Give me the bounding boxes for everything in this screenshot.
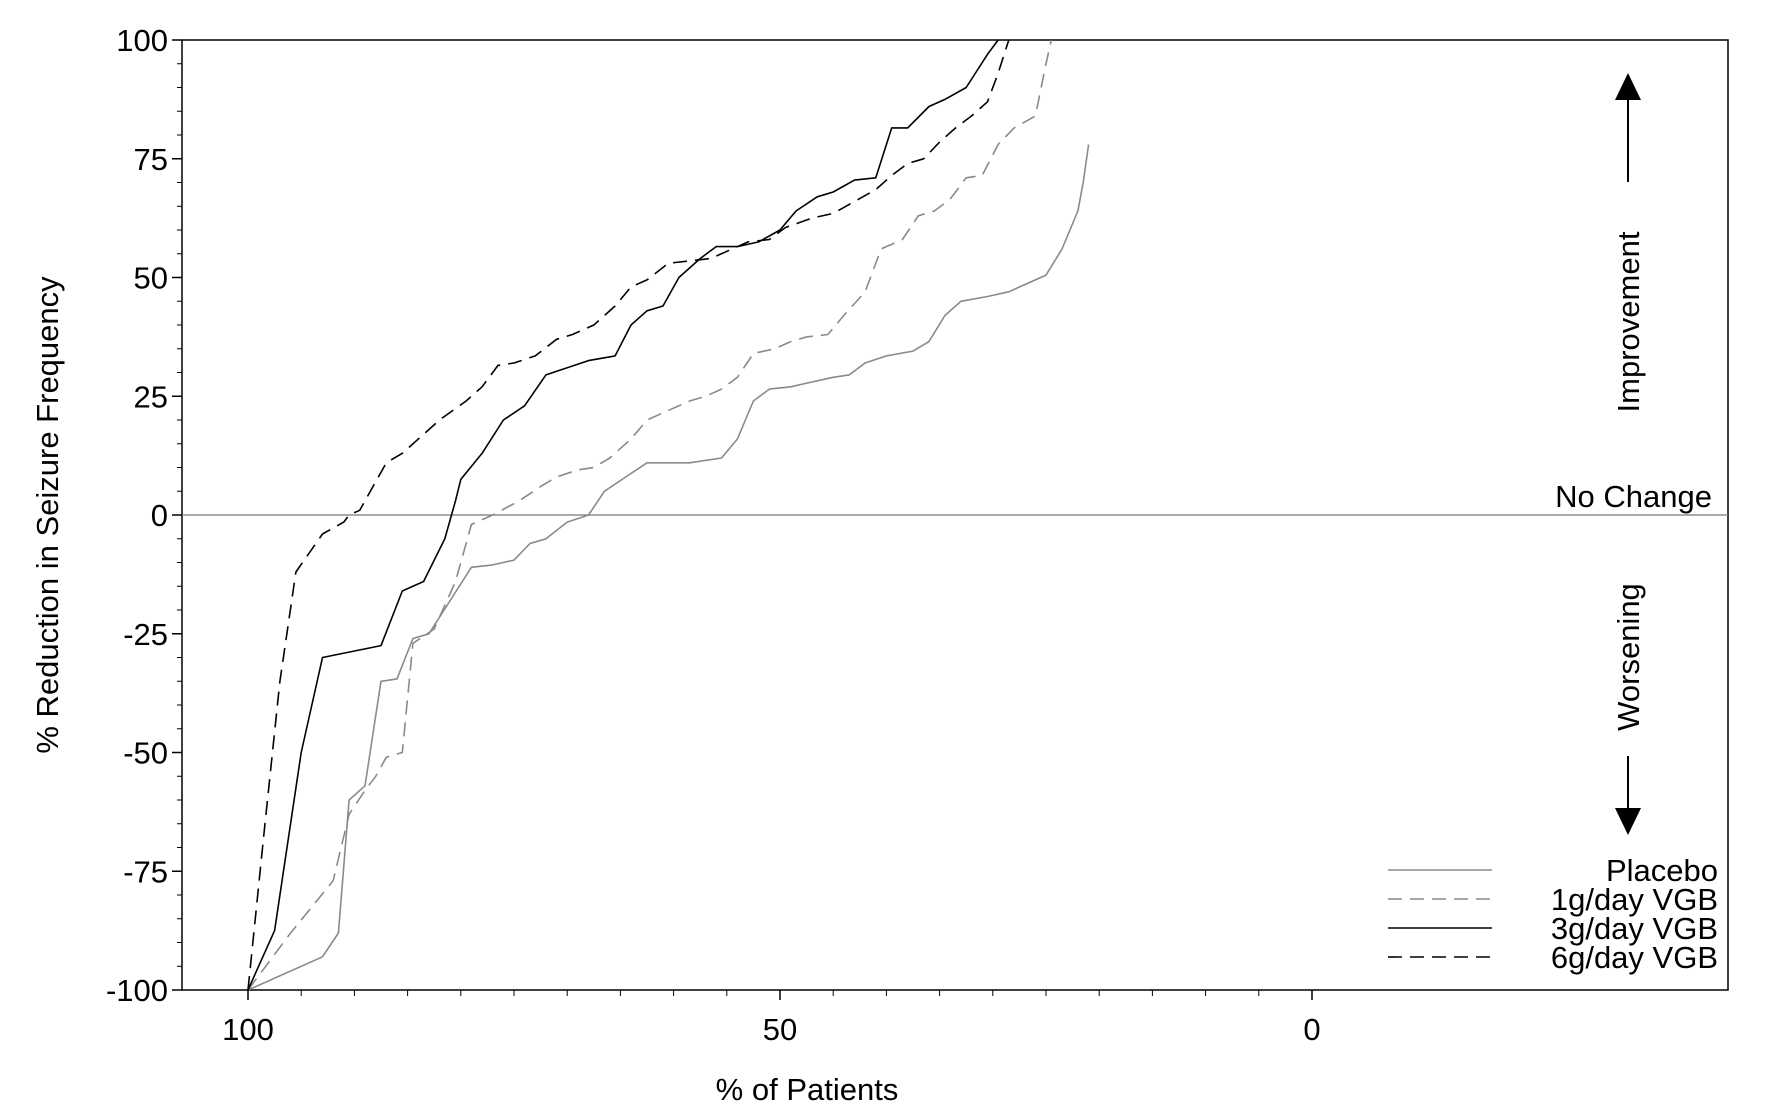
axes-layer: 100 75 50 25 0 -25 -50 -75 -100 100 50 0 % of Patien… [30, 23, 1729, 1106]
no-change-label: No Change [1555, 479, 1712, 514]
y-tick-label: 0 [151, 498, 168, 533]
improvement-label: Improvement [1611, 231, 1646, 412]
legend-label: 1g/day VGB [1551, 882, 1718, 917]
y-tick-label: 75 [134, 142, 168, 177]
y-axis-label: % Reduction in Seizure Frequency [30, 276, 65, 754]
improvement-arrow-head [1615, 73, 1641, 100]
series-line-placebo [247, 144, 1090, 990]
y-tick-label: -75 [123, 854, 168, 889]
worsening-arrow-head [1615, 808, 1641, 835]
worsening-label: Worsening [1611, 583, 1646, 731]
y-tick-label: -50 [123, 736, 168, 771]
x-tick-label: 0 [1303, 1012, 1320, 1047]
series-line-6g-day-vgb [247, 40, 1010, 990]
series-line-3g-day-vgb [247, 40, 999, 990]
annotations-layer: No Change Improvement Worsening [1555, 73, 1712, 835]
series-layer [247, 40, 1090, 990]
x-tick-label: 100 [222, 1012, 274, 1047]
legend-label: 6g/day VGB [1551, 940, 1718, 975]
y-tick-label: 50 [134, 261, 168, 296]
y-tick-label: -100 [106, 973, 168, 1008]
legend-label: Placebo [1606, 853, 1718, 888]
x-axis-label: % of Patients [716, 1072, 899, 1106]
legend-label: 3g/day VGB [1551, 911, 1718, 946]
series-line-1g-day-vgb [247, 40, 1053, 990]
y-tick-label: -25 [123, 617, 168, 652]
y-tick-label: 100 [116, 23, 168, 58]
y-tick-label: 25 [134, 379, 168, 414]
x-tick-label: 50 [763, 1012, 797, 1047]
